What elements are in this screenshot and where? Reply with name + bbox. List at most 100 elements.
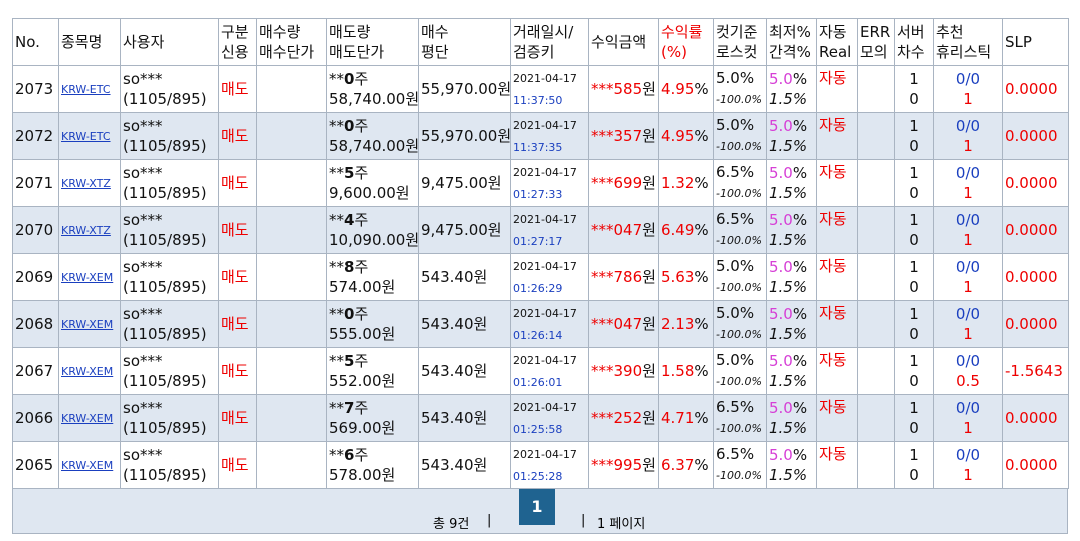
- cell: 0/0 0.5: [933, 347, 1003, 395]
- symbol-link[interactable]: KRW-ETC: [61, 83, 111, 96]
- cell-text: 자동: [819, 351, 847, 369]
- cell-text: 543.40원: [421, 456, 488, 474]
- cell-text: 5.0%: [716, 257, 755, 275]
- cell-text: 1: [909, 258, 919, 276]
- cell-text: 2021-04-17: [513, 260, 577, 273]
- quantity: 6: [344, 446, 355, 464]
- cell-text: 1: [909, 446, 919, 464]
- cell-text: 1: [909, 352, 919, 370]
- cell: 자동: [816, 159, 858, 207]
- cell: 2021-04-17 01:26:01: [510, 347, 589, 395]
- header-text: 매수: [421, 23, 449, 41]
- cell-text: 6.5%: [716, 398, 755, 416]
- cell-text: 6.5%: [716, 210, 755, 228]
- cell-text: 5.0%: [716, 69, 755, 87]
- cell-text: 0/0: [955, 117, 981, 135]
- symbol-link[interactable]: KRW-XTZ: [61, 224, 111, 237]
- header-text: 매도량: [329, 23, 371, 41]
- cell: 2070: [12, 206, 59, 254]
- symbol-link[interactable]: KRW-XEM: [61, 271, 114, 284]
- cell: 2067: [12, 347, 59, 395]
- symbol-link[interactable]: KRW-XTZ: [61, 177, 111, 190]
- cell: 6.49%: [658, 206, 714, 254]
- cell: 1.58%: [658, 347, 714, 395]
- cell: 2065: [12, 441, 59, 489]
- cell-text: so***: [123, 446, 163, 464]
- cell: **5주 9,600.00원: [326, 159, 419, 207]
- cell-text: 0/0: [955, 164, 981, 182]
- cell-text: 0/0: [955, 305, 981, 323]
- column-header: 종목명: [58, 18, 121, 66]
- cell-text: 주: [354, 70, 369, 88]
- cell-text: 5.0: [769, 399, 793, 417]
- cell: 5.0% 1.5%: [766, 347, 817, 395]
- symbol-link[interactable]: KRW-XEM: [61, 365, 114, 378]
- cell-text: %: [792, 399, 808, 417]
- cell-text: 1: [909, 211, 919, 229]
- trade-row: 2070 KRW-XTZ so*** (1105/895) 매도 **4주 10,090.0…: [12, 206, 1069, 254]
- quantity: 8: [344, 258, 355, 276]
- page-button[interactable]: 1: [519, 489, 555, 525]
- cell: 4.95%: [658, 65, 714, 113]
- cell-text: so***: [123, 117, 163, 135]
- cell-text: **: [329, 399, 344, 417]
- cell-text: 0.0000: [1005, 174, 1058, 192]
- cell-text: so***: [123, 211, 163, 229]
- cell: so*** (1105/895): [120, 300, 219, 348]
- symbol-link[interactable]: KRW-XEM: [61, 318, 114, 331]
- cell-text: 1.5%: [769, 372, 808, 390]
- cell: [857, 159, 895, 207]
- header-text: 추천: [936, 23, 964, 41]
- cell: 1.32%: [658, 159, 714, 207]
- cell-text: -100.0%: [716, 328, 762, 341]
- header-text: 거래일시/: [513, 23, 574, 41]
- cell-text: (1105/895): [123, 372, 207, 390]
- cell-text: %: [792, 117, 808, 135]
- cell: 5.0% 1.5%: [766, 65, 817, 113]
- cell-text: 자동: [819, 163, 847, 181]
- cell-text: 9,475.00원: [421, 174, 502, 192]
- cell-text: 2065: [15, 456, 54, 474]
- cell: **0주 555.00원: [326, 300, 419, 348]
- header-text: No.: [15, 33, 40, 51]
- cell: [857, 112, 895, 160]
- cell-text: **: [329, 258, 344, 276]
- cell-text: %: [792, 70, 808, 88]
- cell: [857, 300, 895, 348]
- cell: 자동: [816, 65, 858, 113]
- symbol-link[interactable]: KRW-ETC: [61, 130, 111, 143]
- cell-text: 1.5%: [769, 325, 808, 343]
- cell: 2072: [12, 112, 59, 160]
- cell: 9,475.00원: [418, 159, 511, 207]
- cell-text: 원: [642, 315, 656, 333]
- column-header: ERR 모의: [857, 18, 895, 66]
- cell-text: 1.5%: [769, 278, 808, 296]
- page-count: 1 페이지: [597, 517, 646, 532]
- cell-text: 1: [963, 90, 973, 108]
- trade-row: 2068 KRW-XEM so*** (1105/895) 매도 **0주 555.00원 5…: [12, 300, 1069, 348]
- cell: 자동: [816, 441, 858, 489]
- cell: 6.5% -100.0%: [713, 159, 767, 207]
- cell: 0/0 1: [933, 253, 1003, 301]
- cell-text: 매도: [221, 456, 249, 474]
- cell-text: 5.0: [769, 164, 793, 182]
- symbol-link[interactable]: KRW-XEM: [61, 412, 114, 425]
- cell: 0.0000: [1002, 65, 1069, 113]
- symbol-link[interactable]: KRW-XEM: [61, 459, 114, 472]
- cell-text: 매도: [221, 174, 249, 192]
- cell: 2021-04-17 01:26:29: [510, 253, 589, 301]
- cell-text: ***047: [591, 221, 643, 239]
- column-header: 서버 차수: [894, 18, 934, 66]
- cell-text: 4.71: [661, 409, 695, 427]
- cell-text: 5.0: [769, 70, 793, 88]
- cell-text: 0: [909, 231, 919, 249]
- cell-text: %: [694, 268, 709, 286]
- cell-text: %: [694, 456, 709, 474]
- cell: 4.71%: [658, 394, 714, 442]
- cell-text: 1.5%: [769, 419, 808, 437]
- cell: [857, 347, 895, 395]
